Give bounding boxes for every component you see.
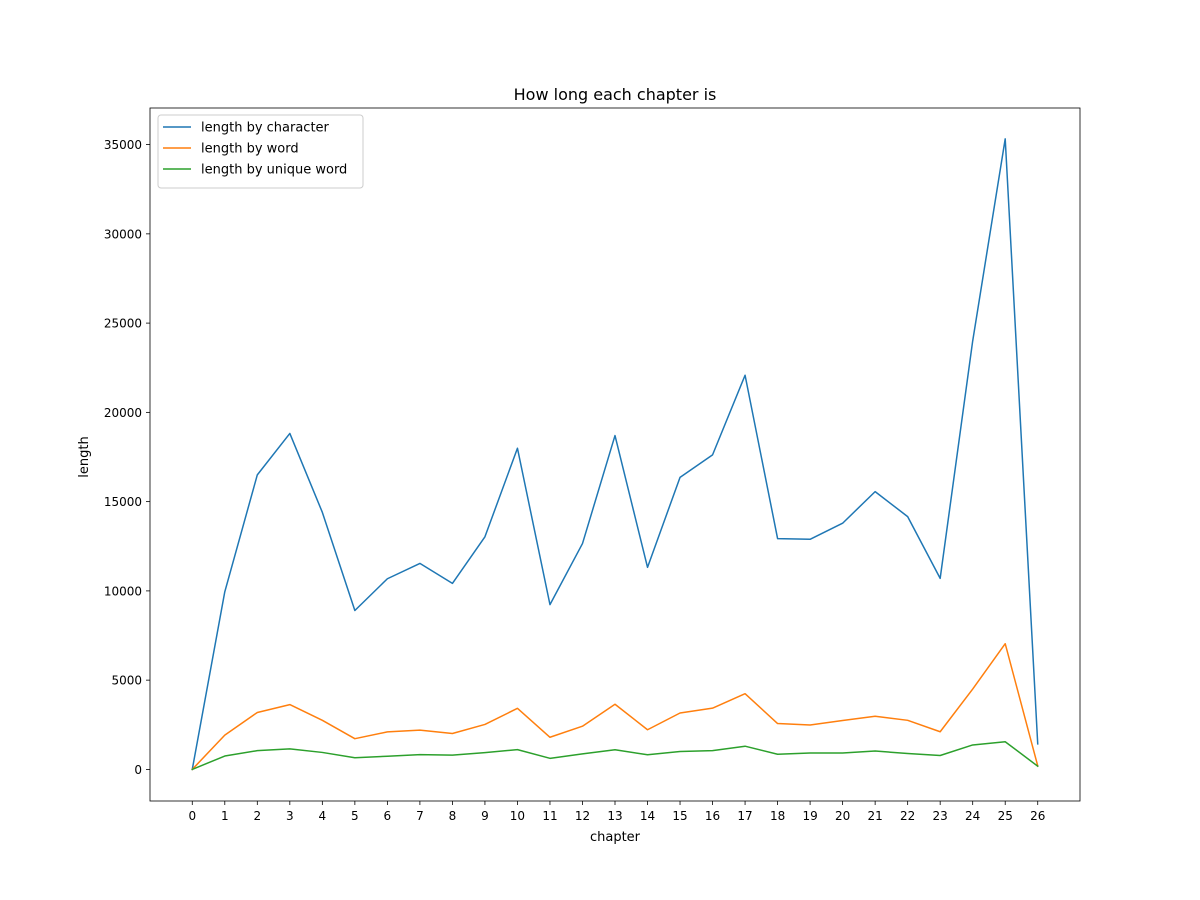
y-tick-label: 30000 bbox=[104, 227, 142, 241]
y-axis-label: length bbox=[77, 436, 92, 477]
x-tick-label: 10 bbox=[510, 809, 525, 823]
x-tick-label: 21 bbox=[867, 809, 882, 823]
x-tick-label: 17 bbox=[737, 809, 752, 823]
y-tick-label: 5000 bbox=[111, 674, 142, 688]
x-tick-label: 19 bbox=[802, 809, 817, 823]
x-tick-label: 5 bbox=[351, 809, 359, 823]
x-tick-label: 7 bbox=[416, 809, 424, 823]
x-tick-label: 6 bbox=[384, 809, 392, 823]
series-line-1 bbox=[191, 138, 1039, 771]
x-tick-label: 24 bbox=[965, 809, 980, 823]
x-tick-label: 0 bbox=[188, 809, 196, 823]
y-tick-label: 10000 bbox=[104, 584, 142, 598]
x-tick-label: 2 bbox=[253, 809, 261, 823]
x-tick-label: 20 bbox=[835, 809, 850, 823]
y-tick-label: 0 bbox=[134, 763, 142, 777]
x-tick-label: 26 bbox=[1030, 809, 1045, 823]
legend-label-1: length by character bbox=[201, 121, 330, 136]
x-tick-label: 8 bbox=[449, 809, 457, 823]
x-tick-label: 25 bbox=[998, 809, 1013, 823]
x-tick-label: 1 bbox=[221, 809, 229, 823]
x-tick-label: 14 bbox=[640, 809, 655, 823]
legend-label-3: length by unique word bbox=[201, 163, 347, 178]
x-axis-label: chapter bbox=[590, 830, 641, 845]
y-tick-label: 20000 bbox=[104, 406, 142, 420]
x-tick-label: 15 bbox=[672, 809, 687, 823]
x-tick-label: 16 bbox=[705, 809, 720, 823]
x-tick-label: 22 bbox=[900, 809, 915, 823]
x-tick-label: 11 bbox=[542, 809, 557, 823]
series-line-3 bbox=[191, 740, 1039, 771]
x-tick-label: 3 bbox=[286, 809, 294, 823]
series-line-2 bbox=[191, 642, 1039, 771]
y-tick-label: 35000 bbox=[104, 138, 142, 152]
legend-box bbox=[157, 114, 364, 189]
y-tick-label: 25000 bbox=[104, 317, 142, 331]
x-tick-label: 13 bbox=[607, 809, 622, 823]
legend-label-2: length by word bbox=[201, 142, 299, 157]
x-tick-label: 12 bbox=[575, 809, 590, 823]
x-tick-label: 23 bbox=[933, 809, 948, 823]
y-tick-label: 15000 bbox=[104, 495, 142, 509]
x-tick-label: 4 bbox=[319, 809, 327, 823]
x-tick-label: 18 bbox=[770, 809, 785, 823]
x-tick-label: 9 bbox=[481, 809, 489, 823]
chart-title: How long each chapter is bbox=[514, 85, 717, 104]
